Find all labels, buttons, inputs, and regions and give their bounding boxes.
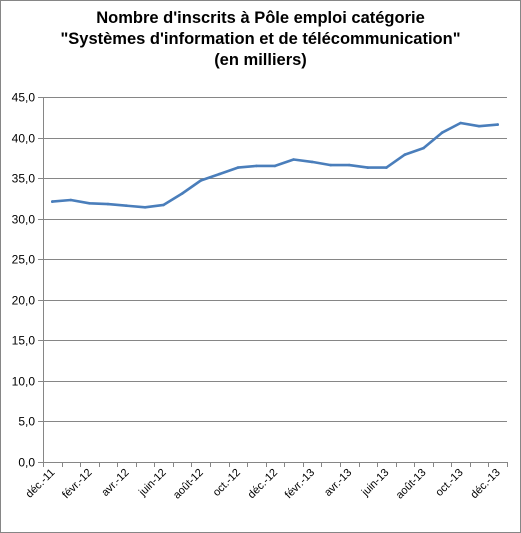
data-point (218, 172, 221, 176)
y-tick-label: 30,0 (12, 213, 36, 227)
data-point (329, 163, 333, 167)
data-point (440, 131, 444, 134)
x-axis: déc.-11 févr.-12 avr.-12 juin-12 août-12 oct.… (24, 97, 508, 502)
data-point (459, 121, 462, 125)
data-point (51, 200, 54, 203)
data-point (255, 164, 258, 168)
x-tick-label: oct.-13 (433, 467, 465, 499)
y-tick-label: 5,0 (18, 415, 35, 429)
y-tick-label: 0,0 (18, 456, 35, 470)
gridlines (43, 97, 507, 422)
data-point (106, 202, 110, 206)
x-tick-label: avr.-12 (99, 467, 131, 499)
data-point (143, 206, 147, 209)
y-tick-label: 15,0 (12, 334, 36, 348)
chart-title-line-2: "Systèmes d'information et de télécommun… (60, 30, 461, 48)
y-tick-label: 20,0 (12, 294, 36, 308)
x-tick-label: août-13 (394, 467, 429, 502)
x-tick-label: juin-13 (359, 467, 392, 500)
y-axis-ticks: 0,0 5,0 10,0 15,0 20,0 25,0 30,0 35,0 40,0 45,0 (12, 91, 43, 470)
y-tick-label: 45,0 (12, 91, 36, 105)
x-tick-label: oct.-12 (211, 467, 243, 499)
data-point (292, 158, 295, 161)
data-point (162, 203, 165, 207)
data-point (199, 179, 203, 182)
data-point (273, 164, 277, 168)
y-tick-label: 10,0 (12, 375, 36, 389)
chart-title-line-3: (en milliers) (214, 51, 307, 69)
data-point (496, 123, 500, 126)
x-tick-label: févr.-13 (283, 467, 317, 501)
data-point (125, 204, 128, 207)
data-point (385, 166, 388, 169)
y-tick-label: 40,0 (12, 132, 36, 146)
x-tick-label: juin-12 (136, 467, 169, 500)
data-point (180, 192, 184, 195)
data-point (366, 166, 370, 169)
y-tick-label: 25,0 (12, 253, 36, 267)
y-tick-label: 35,0 (12, 172, 36, 186)
chart-title: Nombre d'inscrits à Pôle emploi catégori… (0, 8, 521, 71)
x-tick-label: févr.-12 (60, 467, 94, 501)
data-point (403, 153, 407, 156)
data-point (236, 166, 240, 169)
data-point (310, 160, 314, 164)
chart-title-line-1: Nombre d'inscrits à Pôle emploi catégori… (96, 9, 425, 27)
series-layer (50, 121, 500, 209)
x-tick-label: déc.-12 (246, 467, 280, 501)
x-tick-label: août-12 (171, 467, 206, 502)
data-point (69, 198, 73, 202)
x-tick-label: déc.-13 (468, 467, 502, 501)
data-point (347, 163, 351, 167)
data-point (477, 124, 481, 128)
x-tick-label: déc.-11 (24, 467, 58, 501)
data-point (88, 202, 91, 205)
data-point (422, 146, 425, 150)
x-tick-label: avr.-13 (322, 467, 354, 499)
